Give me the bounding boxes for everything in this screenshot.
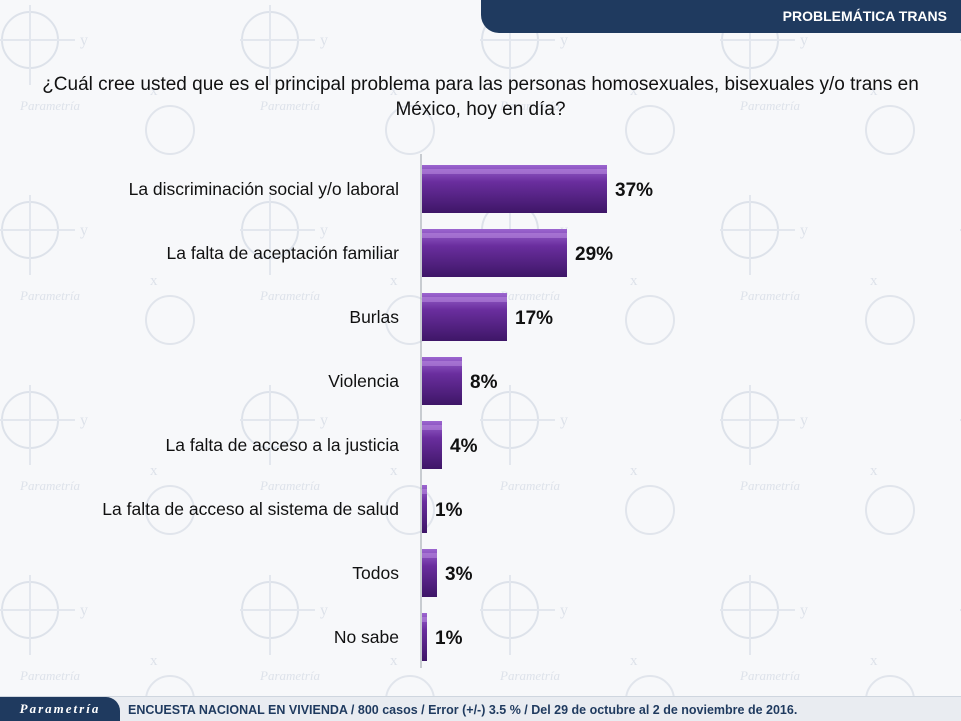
value-label: 3% [445,564,473,585]
value-label: 1% [435,628,463,649]
value-label: 29% [575,244,613,265]
bar-highlight [422,233,567,238]
bar-highlight [422,489,427,494]
value-label: 17% [515,308,553,329]
value-label: 37% [615,180,653,201]
value-label: 8% [470,372,498,393]
category-label: La falta de acceso a la justicia [166,435,400,455]
bar-highlight [422,361,462,366]
bar-highlight [422,169,607,174]
section-title: PROBLEMÁTICA TRANS [782,8,947,24]
category-label: La discriminación social y/o laboral [129,179,399,199]
bar-highlight [422,425,442,430]
category-label: La falta de aceptación familiar [167,243,400,263]
parametria-logo: Parametría [0,697,120,721]
survey-footnote: ENCUESTA NACIONAL EN VIVIENDA / 800 caso… [128,703,798,717]
category-label: La falta de acceso al sistema de salud [102,499,399,519]
bar-highlight [422,617,427,622]
question-text: ¿Cuál cree usted que es el principal pro… [42,74,919,120]
bar-chart: La discriminación social y/o laboral 37% L… [102,154,653,668]
footer-band: Parametría ENCUESTA NACIONAL EN VIVIENDA… [0,696,961,721]
category-label: No sabe [334,627,399,647]
bar-highlight [422,553,437,558]
header-band: PROBLEMÁTICA TRANS [481,0,961,33]
category-label: Burlas [349,307,399,327]
category-label: Violencia [328,371,399,391]
value-label: 1% [435,500,463,521]
category-label: Todos [352,563,399,583]
value-label: 4% [450,436,478,457]
bar-highlight [422,297,507,302]
